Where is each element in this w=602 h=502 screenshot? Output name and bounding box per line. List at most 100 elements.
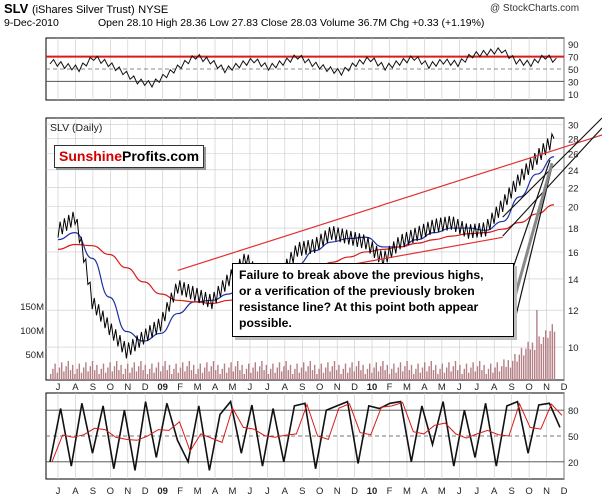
volume-bar [186,366,188,380]
month-label: A [491,486,498,497]
volume-bar [212,361,215,380]
month-label: A [72,382,79,393]
volume-bar [259,366,261,380]
volume-bar [144,364,146,380]
volume-bar [215,370,217,380]
price-tick-label: 22 [568,183,579,194]
volume-bar [296,363,298,380]
volume-bar [54,363,56,380]
annotation-line-1: Failure to break above the previous high… [239,268,484,282]
trendlines [177,117,602,333]
rsi-tick-label: 30 [568,77,579,88]
stoch-d-line [51,401,563,462]
volume-bar [283,366,285,380]
month-label: J [56,486,61,497]
volume-bar [318,368,320,380]
month-label: N [334,486,341,497]
month-label: F [387,486,393,497]
volume-bar [274,372,276,380]
volume-bar [527,341,529,380]
rsi-reference-lines [46,55,564,82]
volume-bar [426,371,428,380]
support-line [348,236,503,266]
volume-bar [105,372,107,380]
volume-bar [146,374,149,380]
volume-bar [65,366,67,380]
month-label: J [265,382,270,393]
price-tick-label: 18 [568,224,579,235]
volume-bar [254,362,256,380]
month-label: O [525,382,532,393]
month-label: A [421,382,428,393]
month-label: N [543,486,550,497]
volume-bar [241,364,243,380]
volume-bar [122,374,124,380]
volume-bar [461,374,463,380]
volume-bar [347,372,349,380]
month-label: D [351,382,358,393]
volume-bar [338,364,340,380]
volume-bar [531,342,534,380]
month-label: S [508,486,514,497]
security-name: (iShares Silver Trust) [31,4,135,16]
volume-bar [287,370,289,380]
volume-bar [520,347,523,380]
price-tick-label: 26 [568,150,579,161]
volume-bar [457,370,459,380]
volume-tick-label: 100M [20,326,44,337]
volume-bar [219,374,221,380]
price-tick-labels: 30 28 26 24 22 20 18 16 14 12 10 [568,121,579,354]
volume-bar [336,370,338,380]
volume-bar [413,374,415,380]
volume-bar [503,359,505,380]
volume-bar [340,374,342,380]
volume-bar [509,367,512,380]
volume-bar [395,372,397,380]
volume-bar [142,370,144,380]
volume-bar [380,366,382,380]
volume-bar [281,371,283,380]
volume-bar [245,368,248,380]
volume-bar [188,361,190,380]
volume-bar [529,349,531,380]
volume-bar [305,371,307,380]
volume-bar [490,363,492,380]
series-label: SLV (Daily) [50,122,103,134]
volume-bar [135,371,138,380]
month-label: M [194,486,202,497]
volume-bar [355,366,358,380]
month-label: A [421,486,428,497]
rsi-line [49,46,557,89]
volume-bar [56,372,58,380]
volume-bar [424,362,426,380]
month-label: N [124,486,131,497]
volume-bar [193,364,195,380]
volume-bar [210,366,212,380]
month-label: M [229,486,237,497]
volume-bar [237,361,239,380]
month-label: 09 [157,382,168,393]
month-label: M [229,382,237,393]
volume-bar [309,361,311,380]
volume-bar [351,362,353,380]
volume-bar [157,362,160,380]
callout-arrow [511,166,553,333]
price-tick-label: 14 [568,275,579,286]
volume-bar [494,367,496,380]
volume-bar [256,371,259,380]
volume-bar [243,374,245,380]
price-tick-label: 30 [568,121,579,132]
volume-bar [446,367,448,380]
copyright-label: @ StockCharts.com [490,3,580,14]
volume-bar [248,363,250,380]
volume-bar [439,368,441,380]
callout-arrow [512,159,551,269]
volume-bar [448,362,450,380]
callout-arrow-shadow [512,162,554,301]
month-label: D [561,486,568,497]
volume-bar [232,371,234,380]
volume-bar [102,363,105,380]
volume-bar [162,366,164,380]
month-labels-stoch: J A S O N D 09 F M A M J J A S O N D 10 F M A M J J A S O N D [56,486,568,497]
